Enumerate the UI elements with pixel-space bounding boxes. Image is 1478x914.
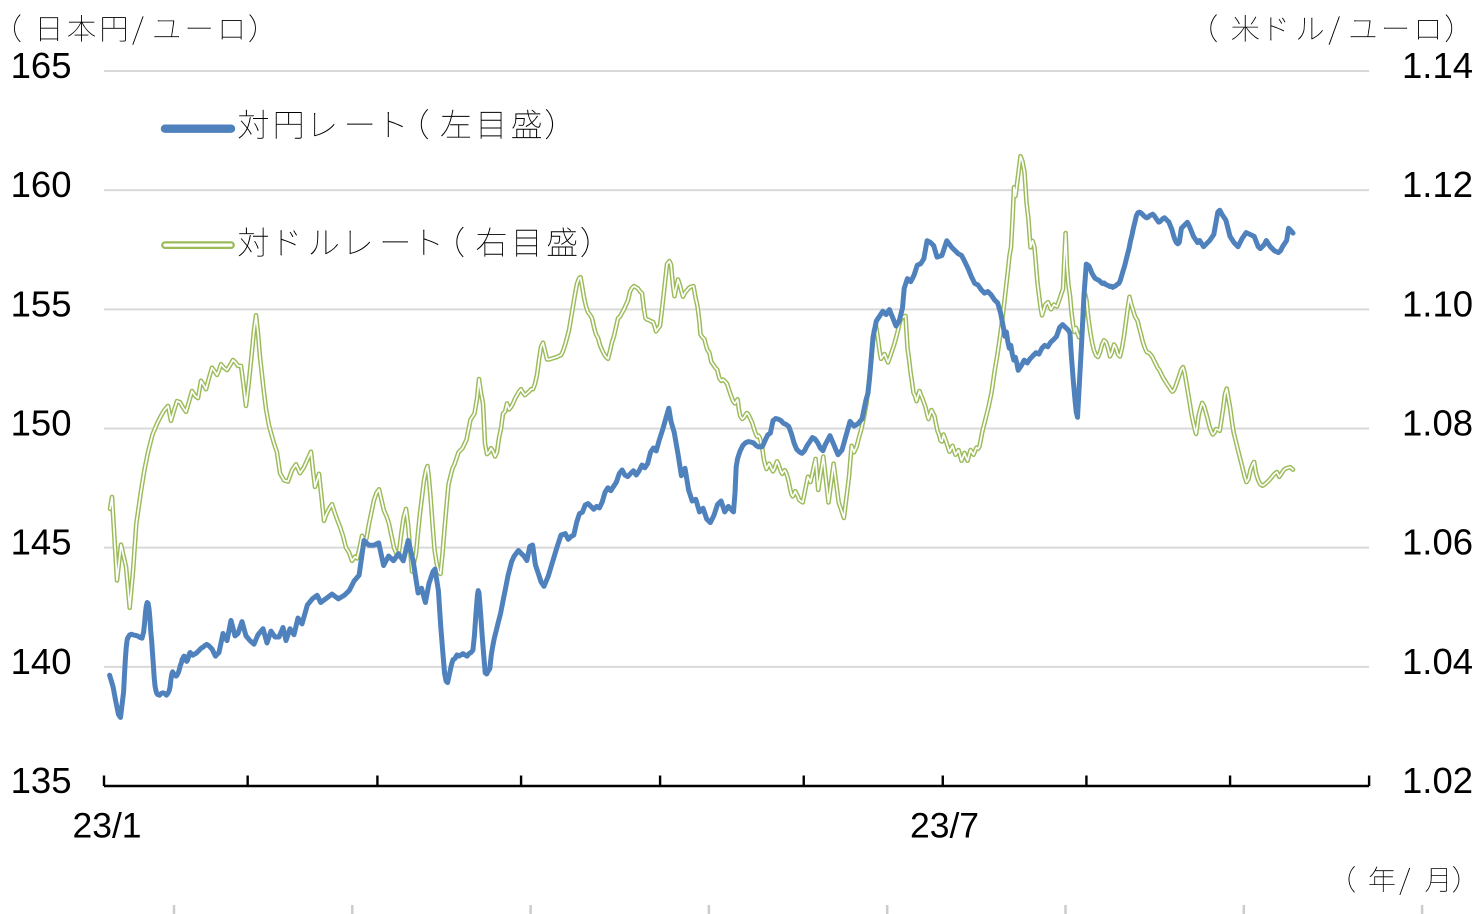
svg-text:1.06: 1.06: [1402, 522, 1473, 563]
svg-text:23/7: 23/7: [910, 806, 979, 846]
svg-text:160: 160: [11, 164, 72, 205]
svg-text:1.04: 1.04: [1402, 641, 1473, 682]
svg-text:145: 145: [11, 522, 72, 563]
svg-text:1.12: 1.12: [1402, 164, 1473, 205]
svg-text:1.10: 1.10: [1402, 283, 1473, 324]
svg-text:1.08: 1.08: [1402, 403, 1473, 444]
svg-text:140: 140: [11, 641, 72, 682]
svg-text:1.02: 1.02: [1402, 760, 1473, 801]
svg-text:150: 150: [11, 403, 72, 444]
svg-text:165: 165: [11, 45, 72, 86]
svg-text:135: 135: [11, 760, 72, 801]
svg-text:155: 155: [11, 283, 72, 324]
svg-text:23/1: 23/1: [72, 806, 141, 846]
svg-text:1.14: 1.14: [1402, 45, 1473, 86]
